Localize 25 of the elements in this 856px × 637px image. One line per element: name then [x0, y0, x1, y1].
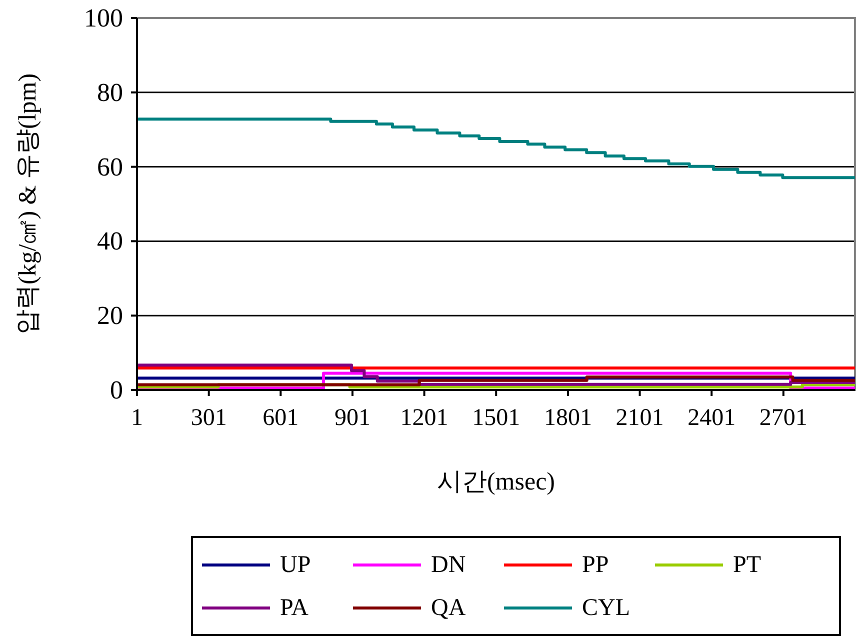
x-tick-label: 601	[262, 405, 299, 431]
y-tick-label: 100	[84, 4, 123, 32]
x-axis-title: 시간(msec)	[436, 468, 556, 496]
legend-label: PP	[582, 552, 609, 578]
x-tick-label: 2101	[616, 405, 664, 431]
legend-label: UP	[280, 552, 311, 578]
x-tick-label: 2401	[688, 405, 736, 431]
x-tick-label: 1501	[472, 405, 520, 431]
y-tick-label: 60	[97, 152, 123, 182]
y-tick-label: 80	[97, 78, 123, 107]
legend-label: QA	[431, 595, 466, 621]
legend-label: PA	[280, 595, 310, 621]
y-tick-label: 20	[97, 301, 123, 330]
x-tick-label: 301	[190, 405, 227, 431]
y-tick-label: 0	[110, 376, 123, 404]
legend-label: CYL	[582, 595, 630, 621]
y-axis-title: 압력(kg/㎠) & 유량(lpm)	[14, 73, 42, 335]
legend-label: DN	[431, 552, 466, 578]
x-tick-label: 901	[334, 405, 370, 431]
x-tick-label: 1	[131, 405, 143, 431]
x-tick-label: 2701	[759, 405, 808, 431]
y-tick-label: 40	[97, 226, 123, 256]
legend-label: PT	[733, 552, 762, 578]
x-tick-label: 1801	[544, 405, 592, 431]
x-tick-label: 1201	[400, 405, 448, 431]
